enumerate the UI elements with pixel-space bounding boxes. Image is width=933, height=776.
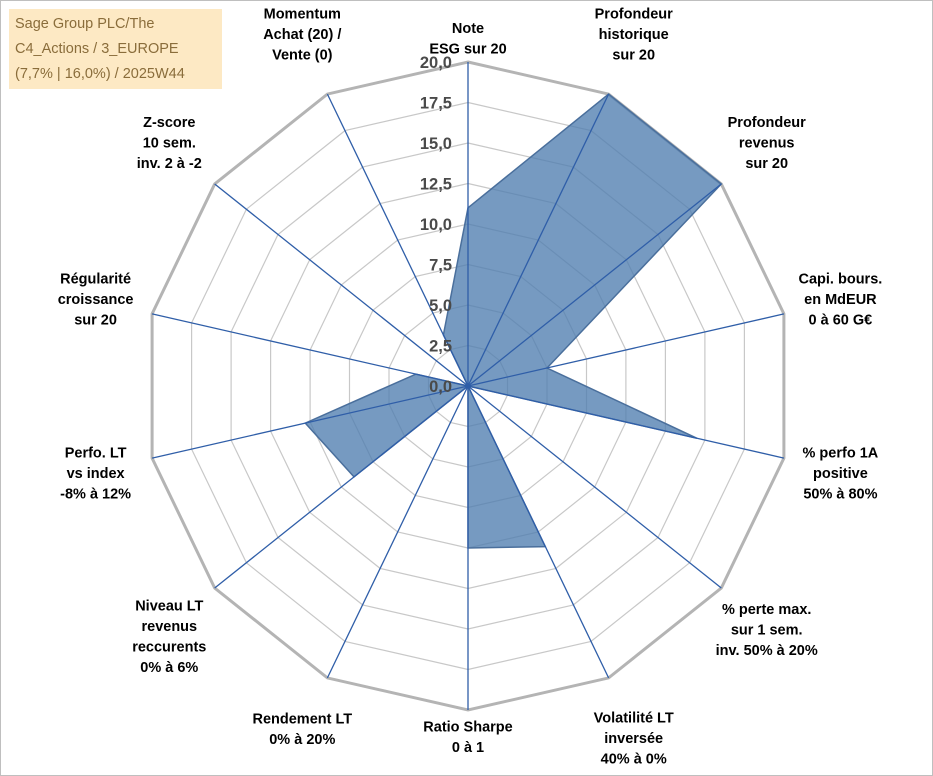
title-line: Sage Group PLC/The [15, 16, 155, 32]
axis-label-line: % perfo 1A [803, 446, 879, 462]
axis-spoke [467, 385, 722, 589]
tick-label: 7,5 [429, 257, 452, 275]
tick-label: 15,0 [420, 135, 452, 153]
axis-label: Profondeur revenus sur 20 [728, 115, 806, 172]
axis-label-line: sur 1 sem. [731, 623, 803, 639]
axis-spoke [326, 385, 469, 679]
axis-label-line: Niveau LT [135, 598, 203, 614]
axis-label-line: inv. 50% à 20% [716, 643, 818, 659]
axis-label: Régularité croissance sur 20 [58, 272, 134, 329]
axis-spoke [326, 93, 469, 387]
axis-label-line: 0 à 60 G€ [809, 313, 873, 329]
axis-label-line: 0 à 1 [452, 740, 484, 756]
axis-label-line: Achat (20) / [263, 27, 341, 43]
tick-label: 17,5 [420, 95, 452, 113]
axis-label: % perfo 1A positive 50% à 80% [803, 446, 879, 503]
axis-label: % perte max. sur 1 sem. inv. 50% à 20% [716, 602, 818, 659]
axis-label-line: Note [452, 21, 484, 37]
axis-label-line: inv. 2 à -2 [137, 156, 202, 172]
axis-spoke [214, 385, 469, 589]
tick-label: 12,5 [420, 176, 452, 194]
tick-label: 2,5 [429, 338, 452, 356]
axis-label-line: sur 20 [612, 47, 655, 63]
axis-label: Perfo. LT vs index -8% à 12% [60, 446, 131, 503]
axis-label-line: Momentum [264, 6, 341, 22]
tick-label: 10,0 [420, 216, 452, 234]
axis-spoke [467, 313, 785, 387]
axis-label-line: vs index [67, 466, 125, 482]
axis-label-line: sur 20 [74, 313, 117, 329]
axis-label-line: 10 sem. [143, 135, 196, 151]
axis-label: Momentum Achat (20) / Vente (0) [263, 6, 341, 63]
axis-label: Ratio Sharpe 0 à 1 [423, 720, 512, 757]
axis-label-line: Capi. bours. [799, 272, 883, 288]
radar-spokes [151, 62, 785, 710]
axis-label-line: Profondeur [595, 6, 673, 22]
axis-spoke [467, 183, 722, 387]
tick-label: 20,0 [420, 54, 452, 72]
axis-label: Profondeur historique sur 20 [595, 6, 673, 63]
axis-label: Note ESG sur 20 [429, 21, 506, 58]
title-line: (7,7% | 16,0%) / 2025W44 [15, 66, 185, 82]
axis-spoke [467, 93, 610, 387]
axis-label-line: reccurents [132, 639, 206, 655]
axis-label-line: sur 20 [745, 156, 788, 172]
axis-label-line: 0% à 20% [269, 732, 335, 748]
axis-label-line: Profondeur [728, 115, 806, 131]
axis-label-line: % perte max. [722, 602, 811, 618]
axis-label-line: 0% à 6% [140, 660, 198, 676]
axis-label-line: revenus [141, 619, 197, 635]
axis-label-line: Vente (0) [272, 47, 333, 63]
axis-label-line: Régularité [60, 272, 131, 288]
radar-tick-labels: 0,0 2,5 5,0 7,5 10,0 12,5 15,0 17,5 20,0 [420, 54, 452, 396]
axis-label-line: 40% à 0% [601, 752, 667, 768]
axis-label-line: croissance [58, 292, 134, 308]
axis-label-line: Ratio Sharpe [423, 720, 512, 736]
title-line: C4_Actions / 3_EUROPE [15, 41, 179, 57]
axis-label: Z-score 10 sem. inv. 2 à -2 [137, 115, 202, 172]
axis-label-line: ESG sur 20 [429, 42, 506, 58]
axis-label-line: Z-score [143, 115, 195, 131]
tick-label: 0,0 [429, 378, 452, 396]
axis-label-line: en MdEUR [804, 292, 877, 308]
tick-label: 5,0 [429, 297, 452, 315]
axis-label: Volatilité LT inversée 40% à 0% [594, 711, 674, 768]
radar-axis-labels: Note ESG sur 20 Profondeur historique sur 20… [58, 6, 883, 767]
axis-spoke [214, 183, 469, 387]
axis-label-line: Rendement LT [252, 712, 352, 728]
axis-label-line: -8% à 12% [60, 487, 131, 503]
axis-spoke [151, 313, 469, 387]
axis-label-line: positive [813, 466, 868, 482]
axis-label-line: revenus [739, 135, 795, 151]
axis-label: Rendement LT 0% à 20% [252, 712, 352, 749]
axis-label-line: 50% à 80% [803, 487, 877, 503]
axis-spoke [467, 385, 785, 459]
axis-label: Capi. bours. en MdEUR 0 à 60 G€ [799, 272, 883, 329]
chart-title-box: Sage Group PLC/The C4_Actions / 3_EUROPE… [9, 9, 222, 89]
axis-spoke [467, 385, 610, 679]
axis-label: Niveau LT revenus reccurents 0% à 6% [132, 598, 206, 676]
axis-label-line: inversée [604, 731, 663, 747]
axis-label-line: Perfo. LT [65, 446, 127, 462]
axis-label-line: Volatilité LT [594, 711, 674, 727]
axis-label-line: historique [599, 27, 669, 43]
axis-spoke [151, 385, 469, 459]
